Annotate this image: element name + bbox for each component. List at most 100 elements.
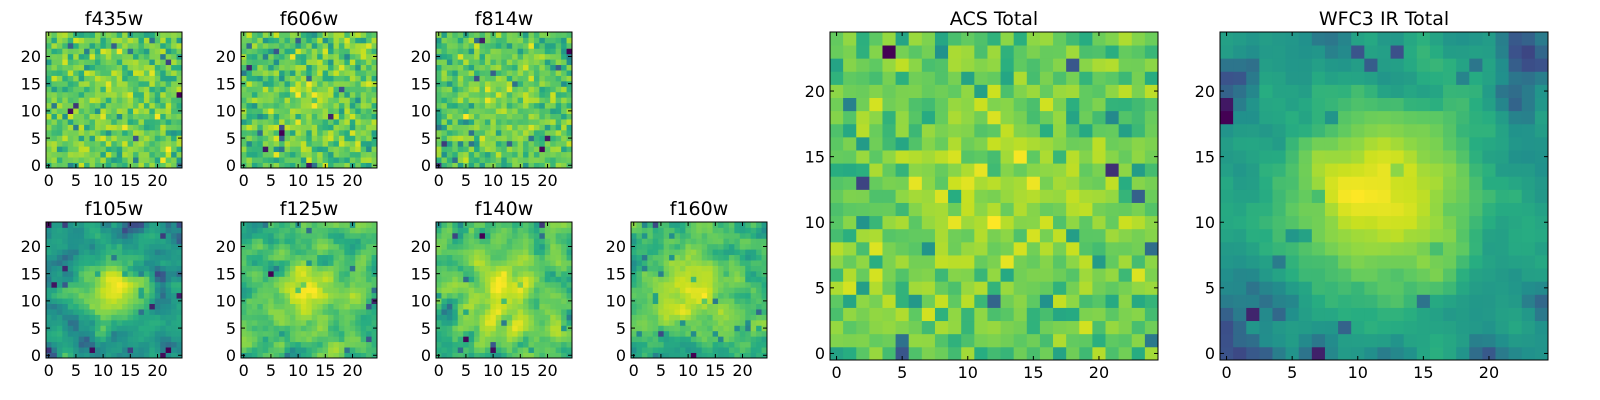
- heatmap-cell: [441, 238, 448, 245]
- heatmap-cell: [268, 53, 275, 60]
- heatmap-cell: [631, 303, 637, 310]
- heatmap-cell: [105, 108, 112, 114]
- heatmap-cell: [143, 243, 150, 250]
- heatmap-cell: [78, 287, 85, 294]
- heatmap-cell: [669, 303, 675, 310]
- heatmap-cell: [566, 330, 573, 337]
- heatmap-cell: [73, 102, 80, 109]
- heatmap-cell: [176, 75, 183, 82]
- heatmap-cell: [349, 97, 356, 104]
- heatmap-cell: [100, 70, 107, 76]
- heatmap-cell: [344, 352, 351, 359]
- heatmap-cell: [94, 270, 101, 277]
- heatmap-cell: [279, 238, 285, 245]
- heatmap-cell: [523, 254, 529, 261]
- heatmap-cell: [62, 64, 69, 71]
- heatmap-cell: [636, 227, 643, 234]
- heatmap-cell: [311, 91, 318, 98]
- heatmap-cell: [306, 298, 313, 304]
- heatmap-cell: [251, 91, 258, 98]
- heatmap-cell: [1144, 268, 1159, 282]
- heatmap-cell: [523, 124, 529, 131]
- heatmap-cell: [56, 42, 63, 49]
- heatmap-cell: [160, 222, 167, 228]
- heatmap-cell: [328, 303, 334, 310]
- heatmap-cell: [138, 140, 145, 147]
- heatmap-cell: [446, 86, 453, 93]
- heatmap-cell: [474, 146, 480, 153]
- heatmap-cell: [446, 314, 453, 321]
- heatmap-cell: [501, 48, 508, 55]
- heatmap-cell: [501, 254, 508, 261]
- heatmap-cell: [484, 298, 491, 304]
- heatmap-cell: [631, 232, 637, 239]
- heatmap-cell: [62, 222, 69, 228]
- heatmap-cell: [349, 86, 356, 93]
- heatmap-cell: [463, 325, 470, 332]
- heatmap-cell: [349, 309, 356, 315]
- heatmap-cell: [544, 59, 551, 66]
- heatmap-cell: [446, 151, 453, 158]
- heatmap-cell: [279, 341, 285, 348]
- heatmap-cell: [739, 330, 746, 337]
- heatmap-cell: [1000, 215, 1015, 230]
- heatmap-cell: [718, 303, 724, 310]
- heatmap-cell: [262, 37, 269, 44]
- heatmap-cell: [105, 146, 112, 153]
- heatmap-cell: [452, 330, 459, 337]
- heatmap-cell: [100, 37, 107, 44]
- heatmap-cell: [1131, 255, 1146, 269]
- heatmap-cell: [674, 314, 681, 321]
- heatmap-cell: [468, 341, 475, 348]
- heatmap-cell: [289, 140, 296, 147]
- heatmap-cell: [750, 270, 757, 277]
- heatmap-cell: [495, 254, 502, 261]
- heatmap-cell: [446, 270, 453, 277]
- heatmap-cell: [262, 254, 269, 261]
- heatmap-cell: [457, 330, 464, 337]
- heatmap-cell: [479, 53, 486, 60]
- heatmap-cell: [555, 135, 562, 142]
- heatmap-cell: [734, 265, 741, 272]
- heatmap-cell: [122, 75, 128, 82]
- heatmap-cell: [176, 232, 183, 239]
- heatmap-cell: [658, 249, 665, 256]
- heatmap-cell: [750, 341, 757, 348]
- heatmap-cell: [89, 319, 96, 326]
- heatmap-cell: [105, 59, 112, 66]
- heatmap-cell: [550, 157, 557, 163]
- heatmap-cell: [317, 243, 323, 250]
- heatmap-cell: [658, 227, 665, 234]
- heatmap-cell: [251, 108, 258, 114]
- heatmap-cell: [289, 53, 296, 60]
- heatmap-cell: [284, 270, 291, 277]
- heatmap-cell: [149, 48, 156, 55]
- heatmap-cell: [495, 113, 502, 120]
- heatmap-cell: [718, 341, 724, 348]
- heatmap-cell: [663, 238, 670, 245]
- heatmap-cell: [111, 53, 118, 60]
- heatmap-cell: [149, 53, 156, 60]
- heatmap-cell: [143, 75, 150, 82]
- heatmap-cell: [728, 227, 735, 234]
- heatmap-cell: [246, 91, 253, 98]
- heatmap-cell: [105, 37, 112, 44]
- heatmap-cell: [84, 298, 90, 304]
- heatmap-cell: [100, 151, 107, 158]
- heatmap-cell: [241, 119, 247, 125]
- heatmap-cell: [555, 91, 562, 98]
- x-tick-label: 15: [705, 361, 725, 380]
- heatmap-cell: [138, 287, 145, 294]
- heatmap-cell: [176, 37, 183, 44]
- heatmap-cell: [512, 97, 518, 104]
- heatmap-cell: [84, 303, 90, 310]
- heatmap-cell: [441, 232, 448, 239]
- y-tick-label: 10: [21, 292, 41, 311]
- heatmap-cell: [105, 303, 112, 310]
- heatmap-cell: [468, 227, 475, 234]
- heatmap-cell: [111, 314, 118, 321]
- heatmap-cell: [908, 241, 923, 256]
- heatmap-cell: [51, 276, 58, 283]
- heatmap-cell: [517, 135, 524, 142]
- heatmap-cell: [46, 292, 52, 299]
